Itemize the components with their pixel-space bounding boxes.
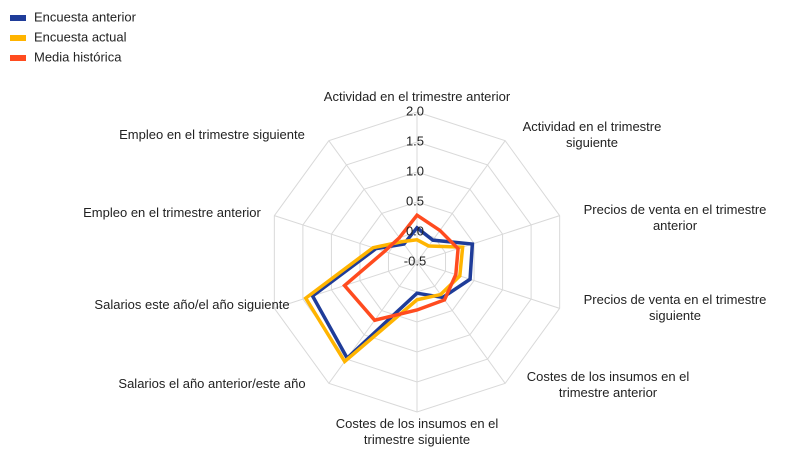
axis-label: Actividad en el trimestre anterior xyxy=(323,89,511,104)
tick-label: 0.5 xyxy=(406,193,424,208)
tick-label: 1.0 xyxy=(406,163,424,178)
legend-swatch xyxy=(10,15,26,21)
series-line xyxy=(310,225,475,361)
spoke xyxy=(274,215,418,263)
axis-label: Salarios el año anterior/este año xyxy=(118,376,306,391)
series-line xyxy=(342,212,460,323)
axis-label: Precios de venta en el trimestre anterio… xyxy=(583,202,767,233)
tick-label: 0.0 xyxy=(406,223,424,238)
legend-label: Encuesta actual xyxy=(34,29,127,44)
axis-label: Empleo en el trimestre anterior xyxy=(83,205,261,220)
legend-label: Encuesta anterior xyxy=(34,9,137,24)
axis-label: Salarios este año/el año siguiente xyxy=(94,297,290,312)
axis-label: Actividad en el trimestre siguiente xyxy=(522,119,662,150)
spoke xyxy=(416,215,560,263)
spoke xyxy=(416,261,560,309)
series-line xyxy=(303,237,465,365)
spoke xyxy=(416,140,506,263)
tick-label: 1.5 xyxy=(406,133,424,148)
legend-label: Media histórica xyxy=(34,49,122,64)
spoke xyxy=(416,261,506,384)
axis-label: Costes de los insumos en el trimestre an… xyxy=(526,369,690,400)
tick-label: 2.0 xyxy=(406,103,424,118)
spoke xyxy=(328,261,418,384)
axis-label: Empleo en el trimestre siguiente xyxy=(119,127,305,142)
tick-label: -0.5 xyxy=(404,253,426,268)
legend-swatch xyxy=(10,35,26,41)
legend-swatch xyxy=(10,55,26,61)
axis-label: Costes de los insumos en el trimestre si… xyxy=(335,416,499,447)
axis-label: Precios de venta en el trimestre siguien… xyxy=(583,292,767,323)
